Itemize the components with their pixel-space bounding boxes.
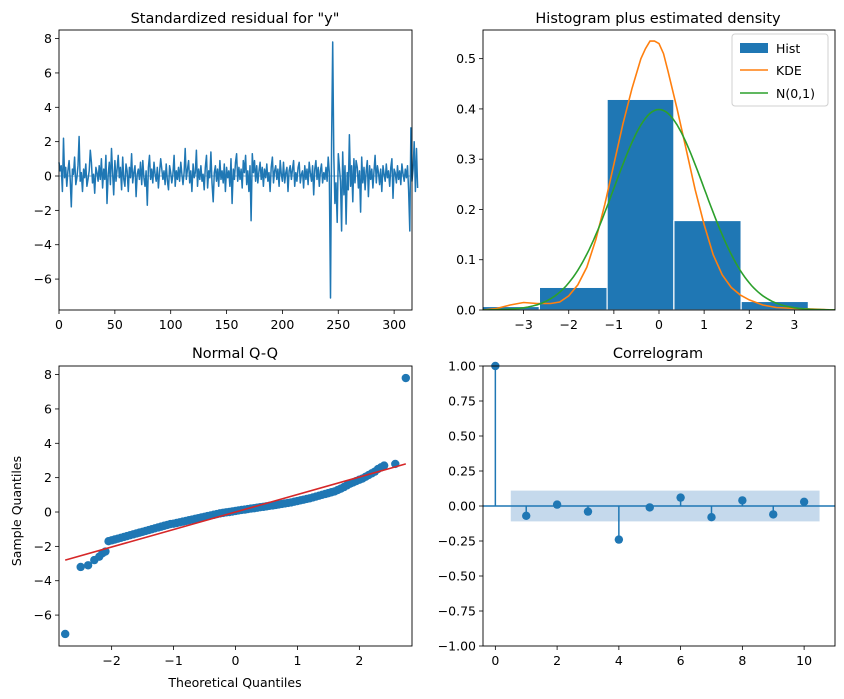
acf-point <box>738 496 747 505</box>
correlogram-xtick-label: 6 <box>677 653 685 668</box>
histogram-xtick-label: 2 <box>745 317 753 332</box>
correlogram-ytick-label: −0.75 <box>438 604 476 619</box>
qq-ytick-label: 2 <box>44 470 52 485</box>
standardized-residual-panel: Standardized residual for "y" 0 50 100 150 2… <box>34 11 419 332</box>
histogram-xtick-label: −3 <box>514 317 532 332</box>
qq-point <box>401 373 411 383</box>
correlogram-ytick-label: 0.50 <box>448 429 476 444</box>
qq-ytick-label: −4 <box>34 573 52 588</box>
qq-point <box>379 461 389 470</box>
correlogram-xtick-label: 8 <box>738 653 746 668</box>
histogram-xtick-label: 0 <box>655 317 663 332</box>
residual-ytick-label: 4 <box>44 100 52 115</box>
qq-point <box>83 561 93 570</box>
histogram-xtick-label: −2 <box>560 317 578 332</box>
histogram-ytick-label: 0.2 <box>456 202 476 217</box>
residual-xtick-label: 100 <box>159 317 183 332</box>
correlogram-ytick-label: −1.00 <box>438 639 476 654</box>
histogram-ytick-label: 0.1 <box>456 252 476 267</box>
correlogram-ytick-label: 0.00 <box>448 499 476 514</box>
qq-ytick-label: 4 <box>44 436 52 451</box>
histogram-ytick-label: 0.3 <box>456 152 476 167</box>
histogram-title: Histogram plus estimated density <box>535 11 781 27</box>
qq-xtick-label: 2 <box>355 653 363 668</box>
qq-point <box>60 629 70 639</box>
qq-ytick-label: −6 <box>34 608 52 623</box>
acf-point <box>769 510 778 519</box>
correlogram-panel: Correlogram 0 2 4 6 8 10 −1.00 −0.75 −0.50 −0.25 0… <box>438 346 836 668</box>
qq-panel: Normal Q-Q −2 −1 0 1 2 −6 −4 −2 0 2 4 6 8 Theoretica… <box>9 346 413 690</box>
residual-xtick-label: 150 <box>215 317 239 332</box>
residual-ytick-label: 6 <box>44 65 52 80</box>
residual-frame <box>58 29 413 311</box>
correlogram-xtick-label: 10 <box>796 653 812 668</box>
qq-ytick-label: 6 <box>44 401 52 416</box>
correlogram-ytick-label: 0.25 <box>448 464 476 479</box>
acf-point <box>799 497 809 506</box>
residual-ytick-label: −6 <box>34 272 52 287</box>
qq-xtick-label: 0 <box>232 653 240 668</box>
acf-point <box>552 500 562 509</box>
residual-xtick-label: 300 <box>382 317 406 332</box>
qq-xlabel: Theoretical Quantiles <box>167 675 301 690</box>
qq-xtick-label: −2 <box>102 653 120 668</box>
histogram-panel: Histogram plus estimated density −3 −2 −1 0… <box>456 11 836 332</box>
normal-density-line <box>483 108 835 310</box>
residual-series-line <box>58 41 419 299</box>
residual-ytick-label: 0 <box>44 169 52 184</box>
histogram-xtick-label: 3 <box>790 317 798 332</box>
histogram-ytick-label: 0.4 <box>456 101 476 116</box>
residual-xtick-label: 200 <box>270 317 294 332</box>
correlogram-title: Correlogram <box>613 346 703 362</box>
correlogram-ytick-label: 0.75 <box>448 394 476 409</box>
correlogram-ytick-label: −0.50 <box>438 569 476 584</box>
residual-ytick-label: −2 <box>34 203 52 218</box>
histogram-bar <box>606 98 675 310</box>
residual-ytick-label: −4 <box>34 237 52 252</box>
correlogram-xtick-label: 2 <box>553 653 561 668</box>
residual-xtick-label: 250 <box>326 317 350 332</box>
qq-frame <box>58 365 413 647</box>
kde-line <box>483 40 835 310</box>
qq-point <box>76 562 85 572</box>
qq-ytick-label: 0 <box>44 505 52 520</box>
acf-point <box>676 493 685 502</box>
legend-hist-label: Hist <box>776 41 800 56</box>
qq-fit-line <box>64 463 407 561</box>
correlogram-ytick-label: −0.25 <box>438 534 476 549</box>
qq-xtick-label: −1 <box>164 653 182 668</box>
qq-ytick-label: 8 <box>44 367 52 382</box>
histogram-xtick-label: −1 <box>605 317 623 332</box>
legend-hist-swatch <box>740 43 768 53</box>
qq-title: Normal Q-Q <box>192 346 278 362</box>
correlogram-ytick-label: 1.00 <box>448 359 476 374</box>
acf-point <box>583 507 593 516</box>
histogram-plot-area <box>483 40 835 310</box>
acf-point <box>614 535 624 544</box>
legend-kde-label: KDE <box>776 63 802 78</box>
residual-xtick-label: 50 <box>107 317 123 332</box>
residual-ytick-label: 8 <box>44 31 52 46</box>
correlogram-xtick-label: 0 <box>491 653 499 668</box>
correlogram-xtick-label: 4 <box>615 653 623 668</box>
qq-xtick-label: 1 <box>293 653 301 668</box>
residual-ytick-label: 2 <box>44 134 52 149</box>
histogram-xtick-label: 1 <box>700 317 708 332</box>
acf-point <box>645 503 654 512</box>
residual-title: Standardized residual for "y" <box>131 11 340 27</box>
qq-ylabel: Sample Quantiles <box>9 456 24 566</box>
acf-point <box>522 511 531 520</box>
histogram-ytick-label: 0.0 <box>456 303 476 318</box>
acf-point <box>707 513 716 522</box>
histogram-bar <box>740 300 809 310</box>
histogram-ytick-label: 0.5 <box>456 51 476 66</box>
qq-ytick-label: −2 <box>34 539 52 554</box>
residual-xtick-label: 0 <box>55 317 63 332</box>
legend-normal-label: N(0,1) <box>776 86 815 101</box>
histogram-legend: Hist KDE N(0,1) <box>731 33 829 107</box>
